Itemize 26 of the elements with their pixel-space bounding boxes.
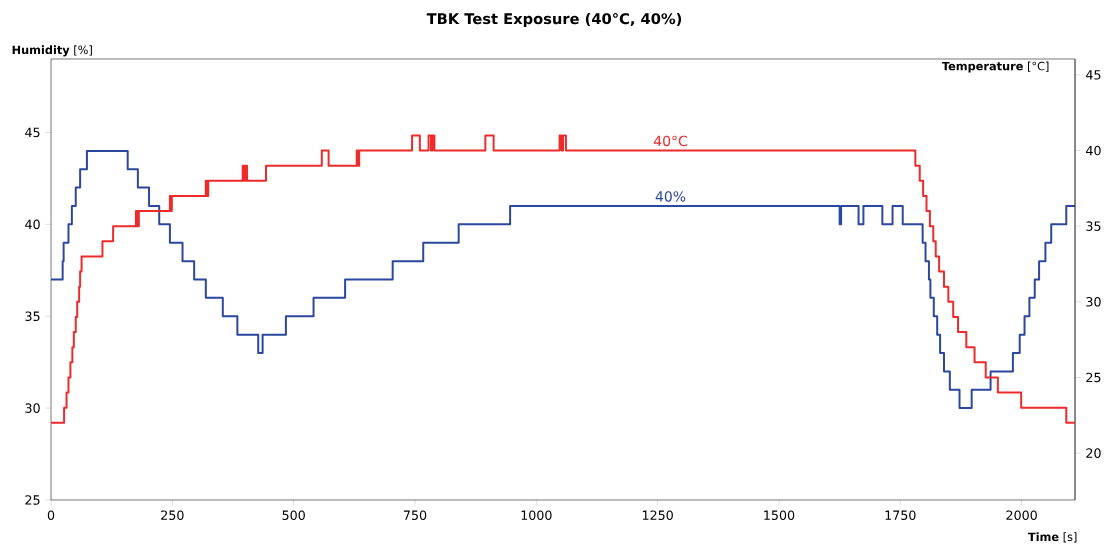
- chart-title: TBK Test Exposure (40°C, 40%): [426, 12, 682, 28]
- y2-tick-label: 25: [1086, 372, 1101, 383]
- y2-axis-title: Temperature [°C]: [941, 61, 1049, 73]
- x-tick-label: 1000: [521, 510, 552, 520]
- x-tick-label: 250: [161, 510, 184, 520]
- y-tick-label: 35: [25, 311, 40, 322]
- x-tick-label: 1500: [764, 510, 795, 520]
- series-label: 40%: [655, 191, 686, 202]
- x-tick-label: 1250: [642, 510, 673, 520]
- y2-tick-label: 40: [1086, 145, 1101, 156]
- y2-tick-label: 20: [1086, 448, 1101, 458]
- x-tick-label: 500: [282, 510, 305, 520]
- y2-tick-label: 45: [1086, 70, 1101, 80]
- y2-tick-label: 35: [1086, 221, 1101, 231]
- y-axis-title: Humidity [%]: [12, 45, 92, 57]
- x-tick-label: 0: [47, 510, 55, 520]
- y-tick-label: 25: [25, 495, 40, 505]
- series-label: 40°C: [653, 135, 688, 147]
- x-tick-label: 1750: [885, 510, 916, 520]
- y-tick-label: 45: [25, 127, 40, 138]
- y-tick-label: 40: [25, 219, 40, 230]
- y2-tick-label: 30: [1086, 297, 1101, 307]
- x-tick-label: 2000: [1006, 510, 1037, 520]
- y-tick-label: 30: [25, 403, 40, 413]
- x-tick-label: 750: [403, 510, 427, 520]
- x-axis-title: Time [s]: [1028, 532, 1077, 543]
